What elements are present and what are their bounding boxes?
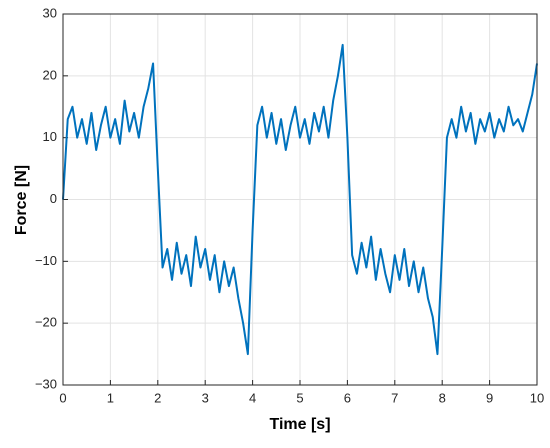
x-tick-label: 6 bbox=[344, 390, 351, 405]
y-tick-label: −20 bbox=[35, 315, 57, 330]
y-axis-label: Force [N] bbox=[13, 165, 30, 235]
x-tick-label: 1 bbox=[107, 390, 114, 405]
x-tick-label: 4 bbox=[249, 390, 256, 405]
y-tick-label: 0 bbox=[50, 191, 57, 206]
y-tick-label: −30 bbox=[35, 376, 57, 391]
data-line bbox=[62, 43, 538, 356]
plot-border bbox=[62, 13, 538, 386]
x-tick-label: 8 bbox=[439, 390, 446, 405]
x-tick-label: 0 bbox=[59, 390, 66, 405]
x-axis-label: Time [s] bbox=[269, 416, 330, 433]
x-tick-label: 3 bbox=[202, 390, 209, 405]
x-tick-label: 10 bbox=[530, 390, 544, 405]
y-tick-label: 10 bbox=[43, 129, 57, 144]
y-tick-label: 20 bbox=[43, 67, 57, 82]
x-tick-label: 7 bbox=[391, 390, 398, 405]
x-tick-label: 2 bbox=[154, 390, 161, 405]
y-tick-label: −10 bbox=[35, 253, 57, 268]
x-tick-label: 9 bbox=[486, 390, 493, 405]
x-tick-label: 5 bbox=[296, 390, 303, 405]
y-tick-label: 30 bbox=[43, 5, 57, 20]
